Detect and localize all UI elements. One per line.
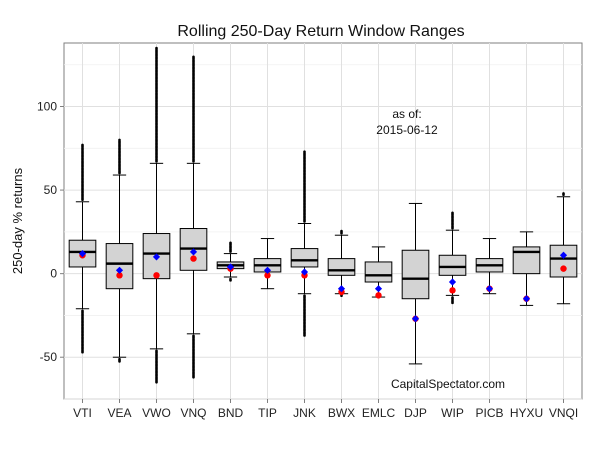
box-wip bbox=[438, 210, 467, 306]
blue-marker-vnqi bbox=[559, 251, 568, 259]
box-body bbox=[438, 254, 467, 276]
red-marker-emlc bbox=[375, 292, 382, 299]
axis-layer: -50 0 50 100 VTI VEA VWO VNQ BND TIP JNK BWX EMLC DJP… bbox=[37, 100, 578, 420]
box-jnk bbox=[290, 150, 319, 337]
x-tick-label: BWX bbox=[328, 406, 355, 420]
x-tick-label: EMLC bbox=[362, 406, 396, 420]
box-body bbox=[549, 244, 578, 278]
box-body bbox=[290, 248, 319, 268]
x-tick-label: JNK bbox=[293, 406, 316, 420]
box-body bbox=[105, 243, 134, 290]
blue-marker-vti bbox=[78, 249, 87, 258]
box-vnq bbox=[179, 55, 208, 379]
red-marker-vwo bbox=[153, 272, 160, 279]
x-tick-label: VWO bbox=[142, 406, 171, 420]
red-marker-wip bbox=[449, 287, 456, 294]
x-tick-label: BND bbox=[218, 406, 244, 420]
y-axis-title: 250-day % returns bbox=[10, 167, 25, 274]
y-tick-label: 0 bbox=[50, 267, 57, 281]
blue-marker-vwo bbox=[152, 253, 161, 261]
x-tick-label: TIP bbox=[258, 406, 277, 420]
box-body bbox=[401, 249, 430, 300]
box-bwx bbox=[327, 228, 356, 298]
x-tick-label: VTI bbox=[73, 406, 92, 420]
blue-marker-bwx bbox=[337, 285, 346, 293]
red-marker-tip bbox=[264, 272, 271, 279]
box-tip bbox=[253, 238, 282, 290]
blue-marker-djp bbox=[411, 315, 420, 323]
x-tick-label: HYXU bbox=[510, 406, 543, 420]
x-tick-label: PICB bbox=[475, 406, 503, 420]
x-tick-label: VNQ bbox=[180, 406, 206, 420]
blue-marker-vea bbox=[115, 266, 124, 274]
x-tick-label: VEA bbox=[107, 406, 131, 420]
as-of-date: 2015-06-12 bbox=[376, 123, 438, 137]
box-body bbox=[327, 258, 356, 276]
red-marker-vnq bbox=[190, 255, 197, 262]
y-tick-label: -50 bbox=[40, 350, 58, 364]
box-hyxu bbox=[512, 231, 541, 306]
marker-layer bbox=[78, 248, 568, 323]
box-layer bbox=[68, 46, 578, 384]
x-tick-label: VNQI bbox=[549, 406, 578, 420]
as-of-label: as of: bbox=[392, 107, 421, 121]
plot-panel bbox=[63, 42, 583, 400]
blue-marker-tip bbox=[263, 266, 272, 274]
x-tick-label: DJP bbox=[404, 406, 427, 420]
blue-marker-jnk bbox=[300, 268, 309, 276]
box-vea bbox=[105, 138, 134, 364]
blue-marker-bnd bbox=[226, 263, 235, 271]
blue-marker-picb bbox=[485, 285, 494, 293]
red-marker-vea bbox=[116, 272, 123, 279]
box-picb bbox=[475, 238, 504, 295]
y-tick-label: 50 bbox=[44, 183, 58, 197]
blue-marker-hyxu bbox=[522, 295, 531, 303]
box-djp bbox=[401, 202, 430, 365]
blue-marker-vnq bbox=[189, 248, 198, 256]
blue-marker-wip bbox=[448, 278, 457, 286]
red-marker-vnqi bbox=[560, 265, 567, 272]
chart-title: Rolling 250-Day Return Window Ranges bbox=[177, 23, 464, 40]
y-tick-label: 100 bbox=[37, 100, 57, 114]
blue-marker-emlc bbox=[374, 285, 383, 293]
source-credit: CapitalSpectator.com bbox=[391, 377, 505, 391]
box-body bbox=[364, 261, 393, 283]
x-tick-label: WIP bbox=[441, 406, 464, 420]
